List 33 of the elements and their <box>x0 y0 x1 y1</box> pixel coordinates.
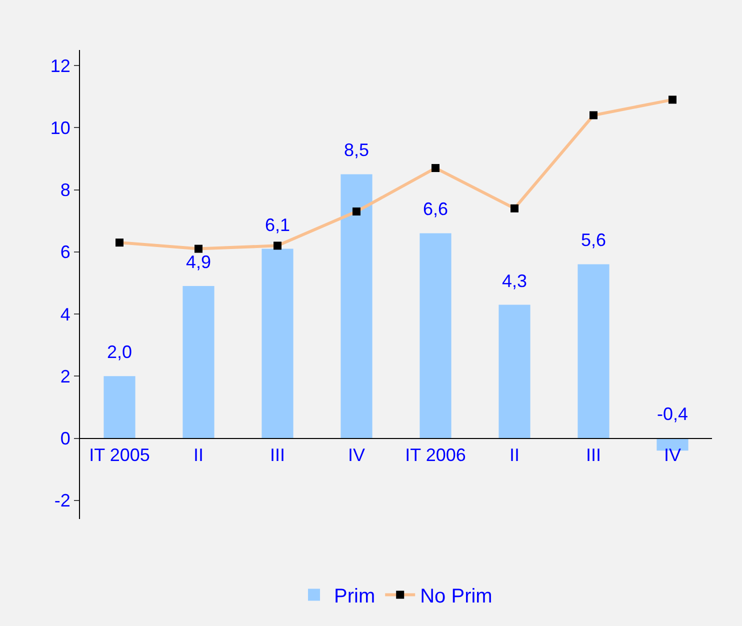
y-tick-label: 0 <box>60 428 70 449</box>
bar <box>420 233 452 438</box>
data-label: 4,9 <box>186 252 212 272</box>
y-tick-label: 2 <box>60 366 70 386</box>
data-label: 6,1 <box>265 215 290 235</box>
y-tick-label: 6 <box>60 242 70 262</box>
bar <box>578 264 610 438</box>
bar <box>498 304 530 438</box>
data-label: 8,5 <box>344 140 370 160</box>
bar <box>182 286 214 438</box>
data-label: 5,6 <box>581 230 606 250</box>
x-tick-label: II <box>193 444 204 465</box>
x-tick-label: IV <box>664 444 682 465</box>
legend-label: No Prim <box>420 586 492 608</box>
x-tick-label: III <box>586 444 602 465</box>
x-tick-label: II <box>509 444 520 465</box>
y-tick-label: 4 <box>60 304 70 324</box>
legend-label: Prim <box>334 586 376 608</box>
y-tick-label: 10 <box>50 118 70 138</box>
bar <box>104 376 136 438</box>
data-label: 2,0 <box>107 342 132 362</box>
y-tick-label: 12 <box>50 56 70 76</box>
x-tick-label: IT 2006 <box>405 444 466 465</box>
x-tick-label: IT 2005 <box>89 444 150 465</box>
y-tick-label: 8 <box>60 180 70 200</box>
data-label: 6,6 <box>423 199 448 219</box>
bar <box>262 248 294 438</box>
x-tick-label: IV <box>348 444 366 465</box>
data-label: 4,3 <box>502 271 528 291</box>
data-label: -0,4 <box>657 404 688 424</box>
y-tick-label: -2 <box>54 490 70 511</box>
bar <box>340 174 372 438</box>
x-tick-label: III <box>270 444 286 465</box>
